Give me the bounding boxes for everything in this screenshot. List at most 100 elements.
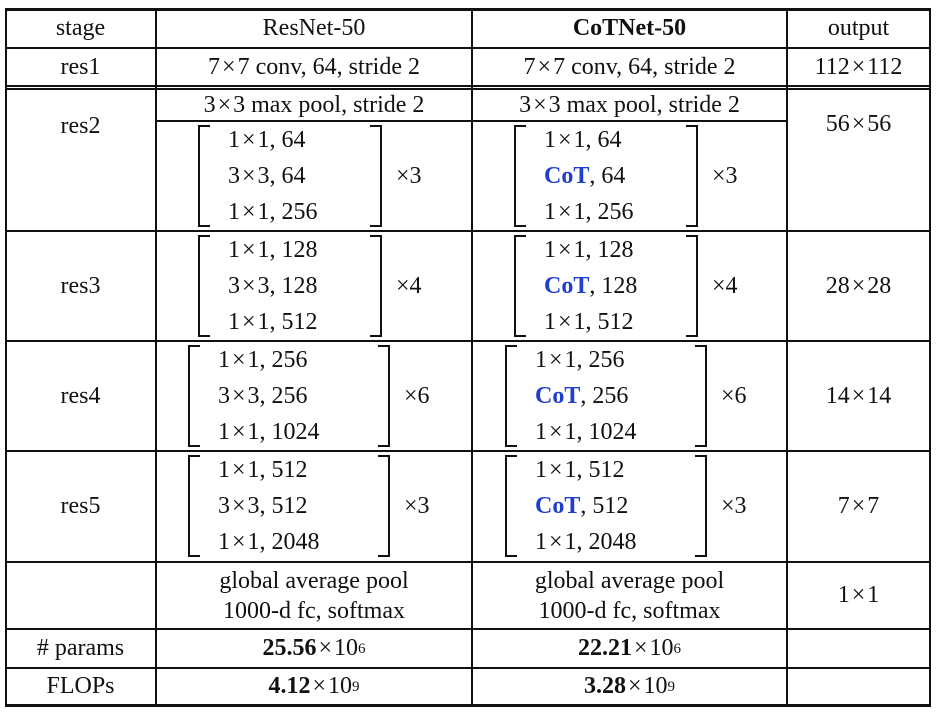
bracket-left — [198, 125, 210, 227]
block-line-2: 3×3, 256 — [218, 383, 308, 409]
col-rule-left — [5, 9, 7, 706]
block-line-1: 1×1, 128 — [544, 237, 634, 263]
block-repeat: ×4 — [712, 273, 738, 299]
head-output: 1 × 1 — [837, 582, 880, 608]
block-line-1: 1×1, 64 — [544, 127, 622, 153]
bracket-right — [378, 455, 390, 557]
res3-stage: res3 — [60, 272, 101, 299]
block-line-1: 1×1, 64 — [228, 127, 306, 153]
rule-res4 — [5, 450, 931, 452]
rule-res2-pool — [5, 88, 931, 90]
res5-cotnet-block: 1×1, 512 CoT, 512 1×1, 2048 ×3 — [505, 452, 775, 560]
head-cotnet: global average pool 1000-d fc, softmax — [534, 567, 725, 624]
res1-cotnet: 7 × 7 conv, 64, stride 2 — [523, 53, 736, 80]
header-cotnet: CoTNet-50 — [572, 15, 687, 41]
params-cotnet: 22.21 × 10 6 — [577, 635, 682, 661]
block-repeat: ×3 — [396, 163, 422, 189]
block-lines: 1×1, 128 CoT, 128 1×1, 512 — [544, 232, 637, 340]
rule-res5 — [5, 561, 931, 563]
res2-resnet-block: 1×1, 64 3×3, 64 1×1, 256 ×3 — [198, 122, 448, 230]
bracket-right — [695, 455, 707, 557]
block-repeat: ×3 — [404, 493, 430, 519]
res2-cotnet-pool: 3 × 3 max pool, stride 2 — [519, 91, 740, 118]
res3-resnet-block: 1×1, 128 3×3, 128 1×1, 512 ×4 — [198, 232, 448, 340]
block-line-3: 1×1, 2048 — [535, 529, 637, 555]
rule-header — [5, 47, 931, 49]
res2-cotnet-block: 1×1, 64 CoT, 64 1×1, 256 ×3 — [514, 122, 764, 230]
res4-output: 14 × 14 — [825, 382, 892, 409]
block-lines: 1×1, 64 CoT, 64 1×1, 256 — [544, 122, 634, 230]
block-line-3: 1×1, 1024 — [535, 419, 637, 445]
block-line-2: CoT, 128 — [544, 273, 638, 299]
block-line-1: 1×1, 256 — [535, 347, 625, 373]
block-line-3: 1×1, 256 — [544, 199, 634, 225]
cot-label: CoT — [544, 273, 590, 299]
block-line-1: 1×1, 128 — [228, 237, 318, 263]
block-repeat: ×3 — [721, 493, 747, 519]
block-line-2: CoT, 64 — [544, 163, 626, 189]
bracket-left — [188, 345, 200, 447]
res1-stage: res1 — [60, 53, 101, 80]
res3-output: 28 × 28 — [825, 272, 892, 299]
bracket-right — [695, 345, 707, 447]
bracket-left — [505, 345, 517, 447]
res4-cotnet-block: 1×1, 256 CoT, 256 1×1, 1024 ×6 — [505, 342, 775, 450]
block-line-3: 1×1, 1024 — [218, 419, 320, 445]
block-line-1: 1×1, 256 — [218, 347, 308, 373]
col-rule-1 — [155, 9, 157, 706]
rule-top — [5, 8, 931, 11]
col-rule-right — [929, 9, 931, 706]
rule-bottom — [5, 704, 931, 707]
res2-resnet-pool: 3 × 3 max pool, stride 2 — [203, 91, 425, 118]
rule-res3 — [5, 340, 931, 342]
head-resnet: global average pool 1000-d fc, softmax — [219, 567, 409, 624]
block-repeat: ×6 — [404, 383, 430, 409]
block-line-1: 1×1, 512 — [218, 457, 308, 483]
cot-label: CoT — [535, 383, 581, 409]
block-lines: 1×1, 128 3×3, 128 1×1, 512 — [228, 232, 318, 340]
header-output: output — [827, 15, 890, 41]
res5-output: 7 × 7 — [837, 493, 880, 519]
bracket-right — [686, 125, 698, 227]
res3-cotnet-block: 1×1, 128 CoT, 128 1×1, 512 ×4 — [514, 232, 764, 340]
block-line-2: 3×3, 64 — [228, 163, 306, 189]
bracket-left — [514, 235, 526, 337]
bracket-right — [370, 125, 382, 227]
rule-res1 — [5, 85, 931, 87]
bracket-left — [505, 455, 517, 557]
block-line-3: 1×1, 256 — [228, 199, 318, 225]
block-line-2: CoT, 512 — [535, 493, 629, 519]
rule-head — [5, 628, 931, 630]
block-line-2: 3×3, 128 — [228, 273, 318, 299]
block-repeat: ×6 — [721, 383, 747, 409]
res1-output: 112 × 112 — [814, 53, 903, 80]
res2-output: 56 × 56 — [825, 110, 892, 137]
block-line-2: CoT, 256 — [535, 383, 629, 409]
rule-res2 — [5, 230, 931, 232]
res1-resnet: 7 × 7 conv, 64, stride 2 — [208, 53, 420, 80]
cot-label: CoT — [535, 493, 581, 519]
params-label: # params — [36, 635, 125, 661]
bracket-right — [686, 235, 698, 337]
block-lines: 1×1, 512 3×3, 512 1×1, 2048 — [218, 452, 320, 560]
header-resnet: ResNet-50 — [262, 15, 366, 41]
block-line-2: 3×3, 512 — [218, 493, 308, 519]
res4-resnet-block: 1×1, 256 3×3, 256 1×1, 1024 ×6 — [188, 342, 458, 450]
block-line-3: 1×1, 512 — [228, 309, 318, 335]
cot-label: CoT — [544, 163, 590, 189]
flops-label: FLOPs — [46, 673, 115, 699]
block-lines: 1×1, 256 CoT, 256 1×1, 1024 — [535, 342, 637, 450]
cropped-caption-fragment: ▀▀▀▀▀▀▀▀▀▀▀▀▀▀▀▀ — [260, 0, 620, 2]
col-rule-2 — [471, 9, 473, 706]
block-repeat: ×3 — [712, 163, 738, 189]
bracket-left — [188, 455, 200, 557]
block-line-3: 1×1, 512 — [544, 309, 634, 335]
res2-stage: res2 — [60, 112, 101, 139]
bracket-left — [198, 235, 210, 337]
rule-params — [5, 667, 931, 669]
block-lines: 1×1, 256 3×3, 256 1×1, 1024 — [218, 342, 320, 450]
flops-resnet: 4.12 × 10 9 — [268, 673, 360, 699]
bracket-left — [514, 125, 526, 227]
block-lines: 1×1, 512 CoT, 512 1×1, 2048 — [535, 452, 637, 560]
